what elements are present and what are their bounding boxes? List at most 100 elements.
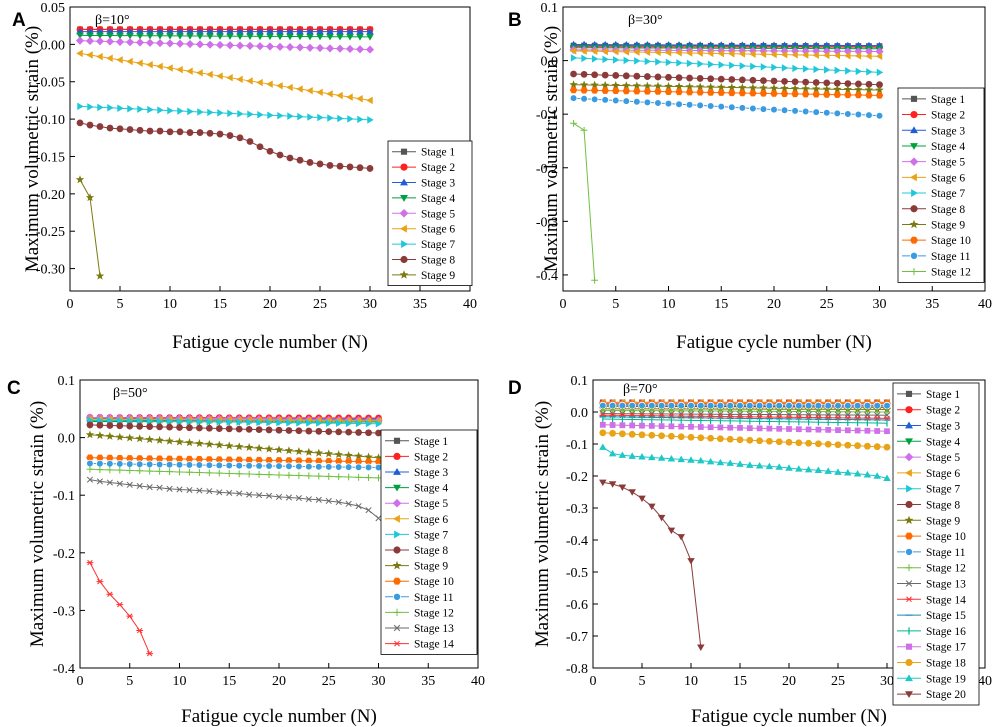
data-point bbox=[235, 41, 245, 50]
data-point bbox=[346, 93, 353, 101]
data-point bbox=[697, 434, 705, 442]
data-point bbox=[106, 459, 114, 468]
data-point bbox=[791, 78, 799, 86]
legend-entry: Stage 9 bbox=[385, 561, 448, 573]
legend-label: Stage 4 bbox=[931, 141, 965, 153]
data-point bbox=[235, 470, 243, 478]
data-point bbox=[285, 427, 293, 434]
data-point bbox=[116, 56, 123, 64]
data-point bbox=[145, 460, 154, 469]
data-point bbox=[235, 461, 244, 470]
data-point bbox=[876, 68, 884, 77]
data-point bbox=[833, 79, 841, 87]
legend-label: Stage 3 bbox=[421, 178, 455, 190]
data-point bbox=[633, 87, 641, 95]
data-point bbox=[612, 47, 619, 56]
series-stage-8 bbox=[86, 421, 382, 437]
data-point bbox=[86, 465, 94, 473]
data-point bbox=[215, 456, 224, 463]
data-point bbox=[697, 424, 704, 430]
chart-panel-a: 0 5 10 15 20 25 30 35 40 0.05 0.00 -0.05 -0.10 -0.15 -… bbox=[12, 1, 477, 353]
data-point bbox=[654, 48, 661, 57]
data-point bbox=[157, 106, 164, 114]
data-point bbox=[873, 408, 881, 416]
legend-box bbox=[380, 429, 478, 655]
data-point bbox=[315, 427, 323, 435]
data-point bbox=[619, 430, 626, 438]
data-point bbox=[305, 472, 313, 480]
data-point bbox=[612, 87, 620, 95]
data-point bbox=[759, 105, 768, 113]
data-point bbox=[265, 42, 275, 51]
data-point bbox=[266, 80, 273, 88]
legend-label: Stage 6 bbox=[926, 468, 960, 480]
data-point bbox=[136, 27, 144, 35]
data-point bbox=[717, 102, 726, 111]
data-point bbox=[676, 59, 683, 67]
series-stage-7 bbox=[77, 102, 374, 124]
data-point bbox=[716, 458, 725, 466]
legend-entry: Stage 7 bbox=[385, 529, 448, 541]
legend: Stage 1 Stage 2 Stage 3 Stage 4 Stage 5 Stage… bbox=[892, 382, 980, 706]
data-point bbox=[780, 50, 788, 59]
data-point bbox=[265, 462, 273, 470]
data-point bbox=[707, 60, 715, 69]
data-point bbox=[638, 495, 646, 503]
data-point bbox=[186, 417, 194, 426]
data-point bbox=[686, 74, 693, 82]
data-point bbox=[875, 52, 883, 61]
legend-label: Stage 17 bbox=[926, 642, 966, 654]
data-point bbox=[256, 492, 263, 499]
data-point bbox=[883, 474, 891, 481]
data-point bbox=[648, 503, 656, 511]
series-stage-4 bbox=[76, 32, 374, 41]
data-point bbox=[706, 82, 715, 91]
data-point bbox=[196, 417, 204, 426]
legend-marker bbox=[910, 110, 918, 119]
data-point bbox=[738, 50, 746, 58]
data-point bbox=[186, 33, 194, 40]
data-point bbox=[86, 476, 94, 483]
series-stage-11 bbox=[569, 94, 884, 120]
data-point bbox=[296, 156, 304, 164]
x-tick-label: 35 bbox=[413, 297, 427, 312]
series-stage-6 bbox=[569, 47, 883, 61]
data-point bbox=[356, 27, 364, 35]
data-point bbox=[346, 27, 354, 35]
data-point bbox=[357, 115, 364, 124]
data-point bbox=[854, 110, 863, 119]
data-point bbox=[335, 473, 343, 481]
legend-entry: Stage 17 bbox=[897, 642, 966, 654]
data-point bbox=[667, 527, 676, 535]
data-point bbox=[86, 454, 94, 461]
data-point bbox=[365, 507, 372, 514]
y-tick-label: -0.8 bbox=[566, 662, 588, 677]
data-point bbox=[738, 104, 747, 112]
data-point bbox=[677, 407, 685, 415]
legend-marker bbox=[400, 255, 408, 264]
data-point bbox=[335, 419, 343, 428]
data-point bbox=[216, 33, 224, 40]
data-point bbox=[590, 80, 599, 89]
data-point bbox=[166, 128, 174, 136]
data-point bbox=[717, 424, 724, 431]
data-point bbox=[766, 411, 773, 418]
data-point bbox=[736, 411, 744, 418]
data-point bbox=[775, 401, 783, 410]
data-point bbox=[156, 27, 164, 35]
data-point bbox=[176, 468, 183, 476]
data-point bbox=[364, 458, 373, 465]
data-point bbox=[791, 51, 798, 59]
data-point bbox=[790, 84, 800, 93]
data-point bbox=[875, 92, 884, 99]
legend-label: Stage 5 bbox=[414, 498, 448, 510]
data-point bbox=[156, 62, 163, 71]
x-axis-title: Fatigue cycle number (N) bbox=[181, 706, 377, 727]
data-point bbox=[569, 47, 577, 55]
data-point bbox=[654, 88, 662, 95]
data-point bbox=[854, 85, 863, 94]
y-tick-label: -0.6 bbox=[566, 598, 588, 613]
series-stage-7 bbox=[570, 54, 884, 77]
data-point bbox=[866, 68, 873, 76]
data-point bbox=[825, 411, 832, 418]
